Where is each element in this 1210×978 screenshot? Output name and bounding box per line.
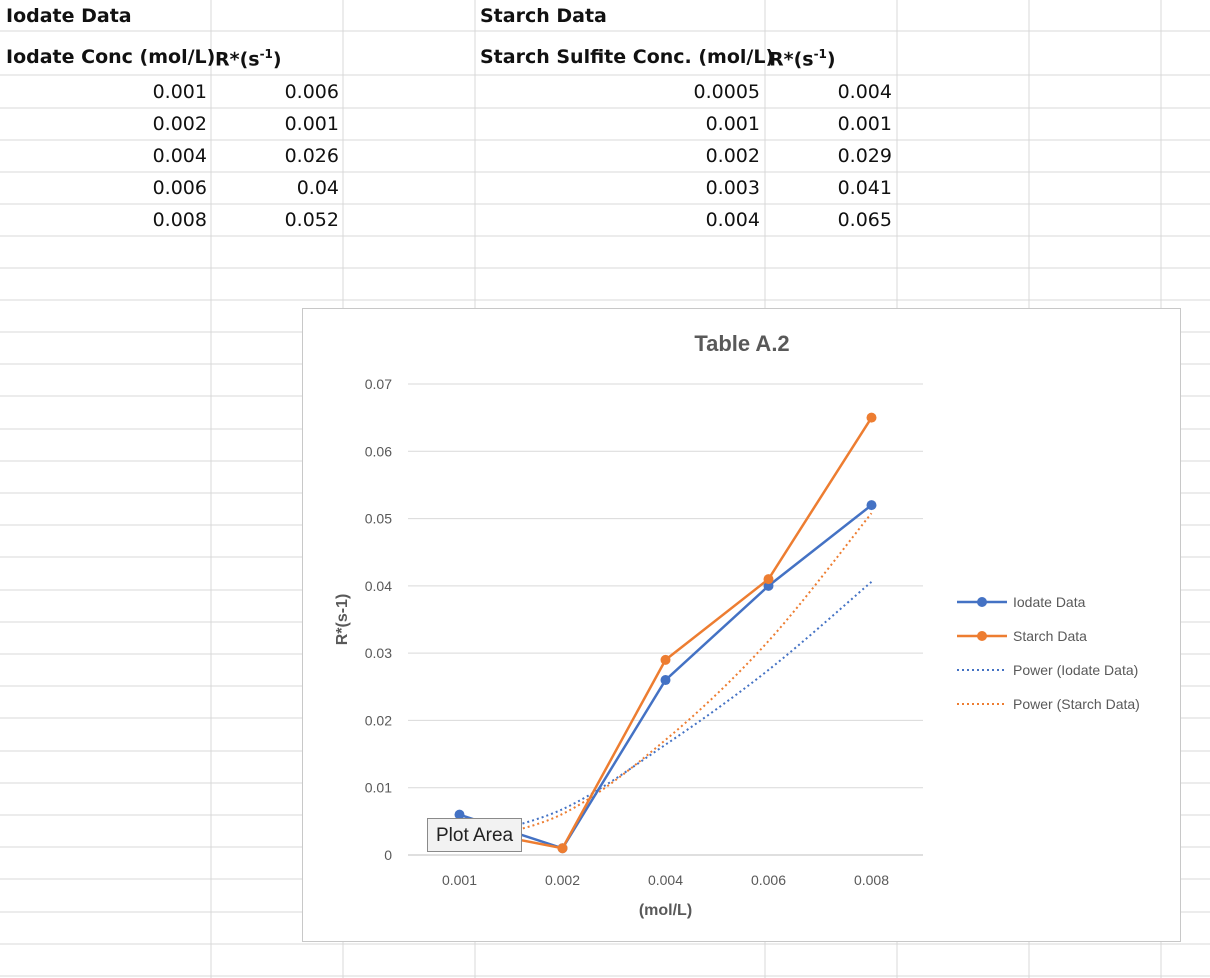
data-point[interactable]: [660, 654, 671, 665]
trendline-series[interactable]: [459, 512, 873, 844]
iodate-conc-cell[interactable]: 0.006: [152, 177, 207, 199]
starch-rate-cell[interactable]: 0.001: [837, 113, 892, 135]
y-tick-label: 0.05: [365, 511, 392, 527]
starch-title: Starch Data: [480, 5, 607, 27]
data-point[interactable]: [866, 500, 877, 511]
iodate-rate-cell[interactable]: 0.04: [296, 177, 339, 199]
starch-rate-cell[interactable]: 0.029: [837, 145, 892, 167]
iodate-rate-cell[interactable]: 0.006: [284, 81, 339, 103]
legend-marker: [977, 631, 987, 641]
legend-label[interactable]: Starch Data: [1013, 628, 1087, 644]
iodate-rate-cell[interactable]: 0.026: [284, 145, 339, 167]
y-tick-label: 0.01: [365, 780, 392, 796]
y-axis-label: R*(s-1): [334, 594, 351, 646]
legend-label[interactable]: Power (Starch Data): [1013, 696, 1140, 712]
y-tick-label: 0.02: [365, 712, 392, 728]
line-chart[interactable]: Table A.2 0 0.01 0.02 0.03 0.04 0.05 0.06 0.07 0.…: [303, 309, 1182, 943]
iodate-rate-cell[interactable]: 0.001: [284, 113, 339, 135]
chart-title: Table A.2: [694, 331, 789, 356]
starch-conc-cell[interactable]: 0.002: [705, 145, 760, 167]
x-tick-label: 0.006: [751, 872, 786, 888]
iodate-title: Iodate Data: [6, 5, 132, 27]
data-point[interactable]: [557, 843, 568, 854]
starch-conc-cell[interactable]: 0.003: [705, 177, 760, 199]
starch-conc-cell[interactable]: 0.004: [705, 209, 760, 231]
iodate-conc-cell[interactable]: 0.004: [152, 145, 207, 167]
data-point[interactable]: [763, 574, 774, 585]
legend-label[interactable]: Iodate Data: [1013, 594, 1086, 610]
x-tick-label: 0.001: [442, 872, 477, 888]
starch-rate-cell[interactable]: 0.041: [837, 177, 892, 199]
starch-conc-cell[interactable]: 0.0005: [693, 81, 760, 103]
line-series[interactable]: [459, 416, 873, 850]
iodate-conc-cell[interactable]: 0.002: [152, 113, 207, 135]
data-point[interactable]: [660, 675, 671, 686]
iodate-rate-header: R*(s-1): [215, 47, 282, 71]
y-tick-label: 0.03: [365, 645, 392, 661]
x-tick-label: 0.004: [648, 872, 683, 888]
legend-label[interactable]: Power (Iodate Data): [1013, 662, 1138, 678]
plot-area-tooltip: Plot Area: [427, 818, 523, 852]
starch-rate-header: R*(s-1): [769, 47, 836, 71]
legend-marker: [977, 597, 987, 607]
y-tick-label: 0.06: [365, 443, 392, 459]
data-point[interactable]: [866, 412, 877, 423]
iodate-conc-cell[interactable]: 0.001: [152, 81, 207, 103]
y-tick-label: 0.07: [365, 376, 392, 392]
x-tick-label: 0.008: [854, 872, 889, 888]
x-tick-label: 0.002: [545, 872, 580, 888]
y-tick-label: 0: [384, 847, 392, 863]
data-point[interactable]: [454, 809, 465, 820]
iodate-conc-header: Iodate Conc (mol/L): [6, 46, 216, 68]
x-axis-label: (mol/L): [639, 902, 692, 919]
iodate-rate-cell[interactable]: 0.052: [284, 209, 339, 231]
trendline-series[interactable]: [459, 581, 873, 841]
y-tick-label: 0.04: [365, 578, 392, 594]
starch-conc-cell[interactable]: 0.001: [705, 113, 760, 135]
starch-rate-cell[interactable]: 0.004: [837, 81, 892, 103]
starch-conc-header: Starch Sulfite Conc. (mol/L): [480, 46, 775, 68]
starch-rate-cell[interactable]: 0.065: [837, 209, 892, 231]
iodate-conc-cell[interactable]: 0.008: [152, 209, 207, 231]
